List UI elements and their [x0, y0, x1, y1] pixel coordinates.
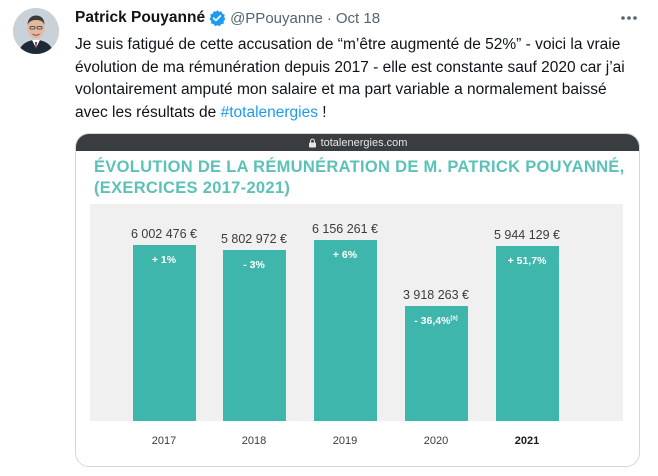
tweet-media-image[interactable]: totalenergies.com ÉVOLUTION DE LA RÉMUNÉ… — [75, 133, 640, 467]
author-name[interactable]: Patrick Pouyanné — [75, 9, 206, 26]
image-url-bar: totalenergies.com — [76, 134, 639, 151]
bar-change-label-2018: - 3% — [243, 259, 265, 271]
author-handle[interactable]: @PPouyanne — [230, 9, 323, 27]
lock-icon — [308, 138, 316, 147]
tweet-body: Je suis fatigué de cette accusation de “… — [75, 36, 625, 121]
bar-value-label-2017: 6 002 476 € — [130, 227, 198, 241]
chart-x-axis: 2017 2018 2019 2020 2021 — [90, 422, 623, 466]
x-tick-label-2017: 2017 — [151, 435, 177, 447]
avatar-portrait-icon — [13, 8, 59, 54]
bar-change-label-2017: + 1% — [151, 254, 177, 266]
bar-change-label-2020: - 36,4%(a) — [414, 315, 458, 327]
tweet-date[interactable]: Oct 18 — [335, 9, 381, 27]
image-url: totalenergies.com — [320, 136, 408, 149]
bar-2021 — [495, 246, 559, 421]
separator-dot: · — [326, 9, 332, 27]
chart-title: ÉVOLUTION DE LA RÉMUNÉRATION DE M. PATRI… — [94, 158, 625, 197]
x-tick-label-2020: 2020 — [423, 435, 449, 447]
bar-value-label-2020: 3 918 263 € — [402, 288, 470, 302]
bar-2018 — [222, 250, 286, 421]
bar-value-label-2021: 5 944 129 € — [493, 228, 561, 242]
bar-2019 — [313, 240, 377, 421]
verified-badge-icon — [208, 9, 226, 27]
bar-change-label-2021: + 51,7% — [507, 255, 547, 267]
avatar[interactable] — [13, 8, 59, 54]
chart-plot-area: 6 002 476 € + 1% 5 802 972 € - 3% 6 156 261 … — [90, 204, 623, 421]
hashtag-link[interactable]: #totalenergies — [220, 103, 318, 121]
tweet-header: Patrick Pouyanné @PPouyanne · Oct 18 — [75, 7, 380, 29]
x-tick-label-2019: 2019 — [332, 435, 358, 447]
bar-2020 — [404, 306, 468, 421]
x-tick-label-2021: 2021 — [514, 435, 540, 447]
bar-value-label-2019: 6 156 261 € — [311, 222, 379, 236]
tweet-text: Je suis fatigué de cette accusation de “… — [75, 34, 640, 124]
footnote-marker: (a) — [450, 315, 458, 322]
bar-change-label-2019: + 6% — [332, 249, 358, 261]
bar-2017 — [132, 245, 196, 421]
more-dots-icon[interactable] — [618, 8, 640, 28]
bar-value-label-2018: 5 802 972 € — [220, 232, 288, 246]
tweet-text-end: ! — [317, 103, 327, 121]
x-tick-label-2018: 2018 — [241, 435, 267, 447]
